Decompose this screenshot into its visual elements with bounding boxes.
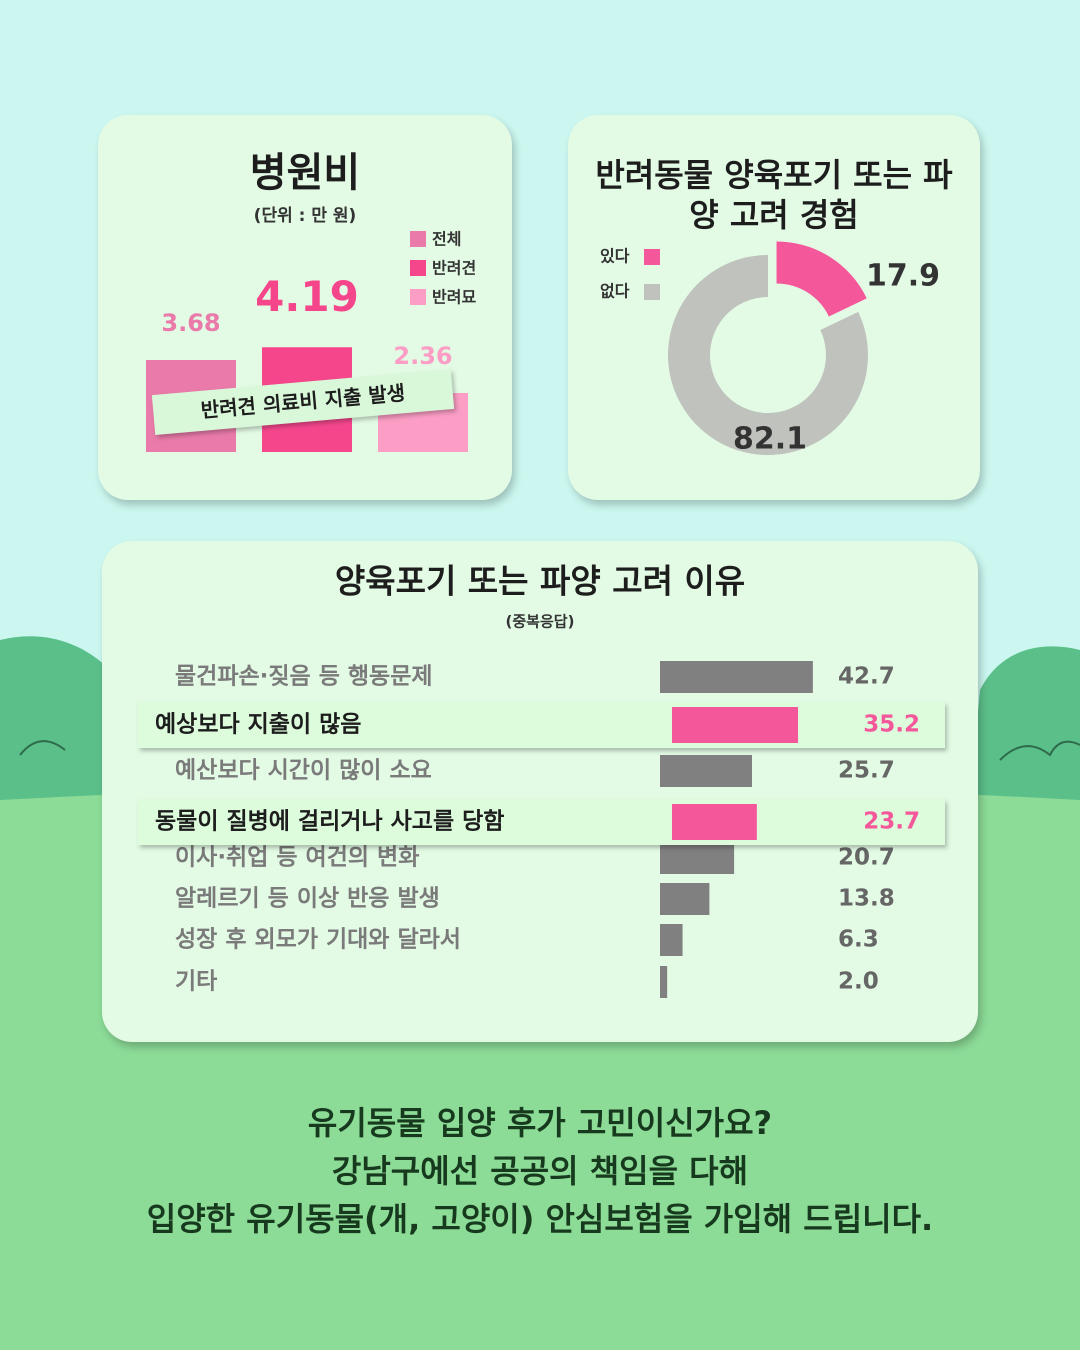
donut-slice <box>667 254 868 455</box>
category-label: 기타 <box>175 969 217 995</box>
bar <box>660 966 668 998</box>
footer-line: 입양한 유기동물(개, 고양이) 안심보험을 가입해 드립니다. <box>147 1200 933 1238</box>
footer-line: 유기동물 입양 후가 고민이신가요? <box>308 1104 772 1142</box>
chart-title: 병원비 <box>250 150 360 196</box>
category-label: 동물이 질병에 걸리거나 사고를 당함 <box>155 809 504 835</box>
legend-swatch <box>410 231 426 247</box>
legend-swatch <box>644 284 660 300</box>
category-label: 성장 후 외모가 기대와 달라서 <box>175 927 461 953</box>
value-label: 4.19 <box>255 272 359 321</box>
legend-label: 있다 <box>600 247 630 266</box>
legend-label: 반려견 <box>432 259 476 278</box>
bar <box>660 842 735 874</box>
annotation-box <box>151 369 455 435</box>
value-label: 2.0 <box>838 969 879 995</box>
legend-label: 전체 <box>432 230 461 249</box>
legend-swatch <box>644 249 660 265</box>
value-label: 20.7 <box>838 845 895 871</box>
value-label: 6.3 <box>838 927 879 953</box>
highlight-box <box>138 702 945 748</box>
category-label: 예상보다 지출이 많음 <box>155 712 361 738</box>
value-label: 42.7 <box>838 664 895 690</box>
card-hospital: 병원비 (단위 : 만 원) 전체 3.68 반려견 4.19 반려묘 2.36 반려견 의료비… <box>98 115 512 500</box>
bar <box>660 924 683 956</box>
value-label: 13.8 <box>838 886 895 912</box>
value-label: 82.1 <box>733 422 807 457</box>
bar <box>672 707 799 743</box>
chart-title: 반려동물 양육포기 또는 파양 고려 경험 <box>595 156 953 234</box>
category-label: 물건파손·짖음 등 행동문제 <box>175 664 433 690</box>
bar <box>660 883 710 915</box>
bar <box>672 804 757 840</box>
value-label: 35.2 <box>863 712 920 738</box>
highlight-box <box>138 799 945 845</box>
legend-label: 반려묘 <box>432 288 476 307</box>
chart-reasons: 양육포기 또는 파양 고려 이유 (중복응답) 물건파손·짖음 등 행동문제 42.7… <box>138 562 945 998</box>
value-label: 3.68 <box>161 309 220 337</box>
bar <box>660 661 813 693</box>
chart-title: 양육포기 또는 파양 고려 이유 <box>335 562 745 601</box>
legend-label: 없다 <box>600 282 630 301</box>
value-label: 17.9 <box>866 259 940 294</box>
category-label: 예산보다 시간이 많이 소요 <box>175 758 432 784</box>
chart-subtitle: (단위 : 만 원) <box>254 206 357 226</box>
footer-line: 강남구에선 공공의 책임을 다해 <box>332 1152 748 1190</box>
card-experience: 있다 17.9 없다 82.1 반려동물 양육포기 또는 파양 고려 경험 <box>568 115 980 500</box>
chart-experience: 있다 17.9 없다 82.1 <box>600 241 940 457</box>
donut-slice <box>776 241 867 317</box>
value-label: 25.7 <box>838 758 895 784</box>
legend-swatch <box>410 289 426 305</box>
bar <box>660 755 753 787</box>
category-label: 알레르기 등 이상 반응 발생 <box>175 886 440 912</box>
category-label: 이사·취업 등 여건의 변화 <box>175 845 419 871</box>
card-reasons: 양육포기 또는 파양 고려 이유 (중복응답) 물건파손·짖음 등 행동문제 42.7… <box>102 541 978 1042</box>
value-label: 2.36 <box>393 342 452 370</box>
chart-subtitle: (중복응답) <box>506 613 575 631</box>
legend-swatch <box>410 260 426 276</box>
value-label: 23.7 <box>863 809 920 835</box>
